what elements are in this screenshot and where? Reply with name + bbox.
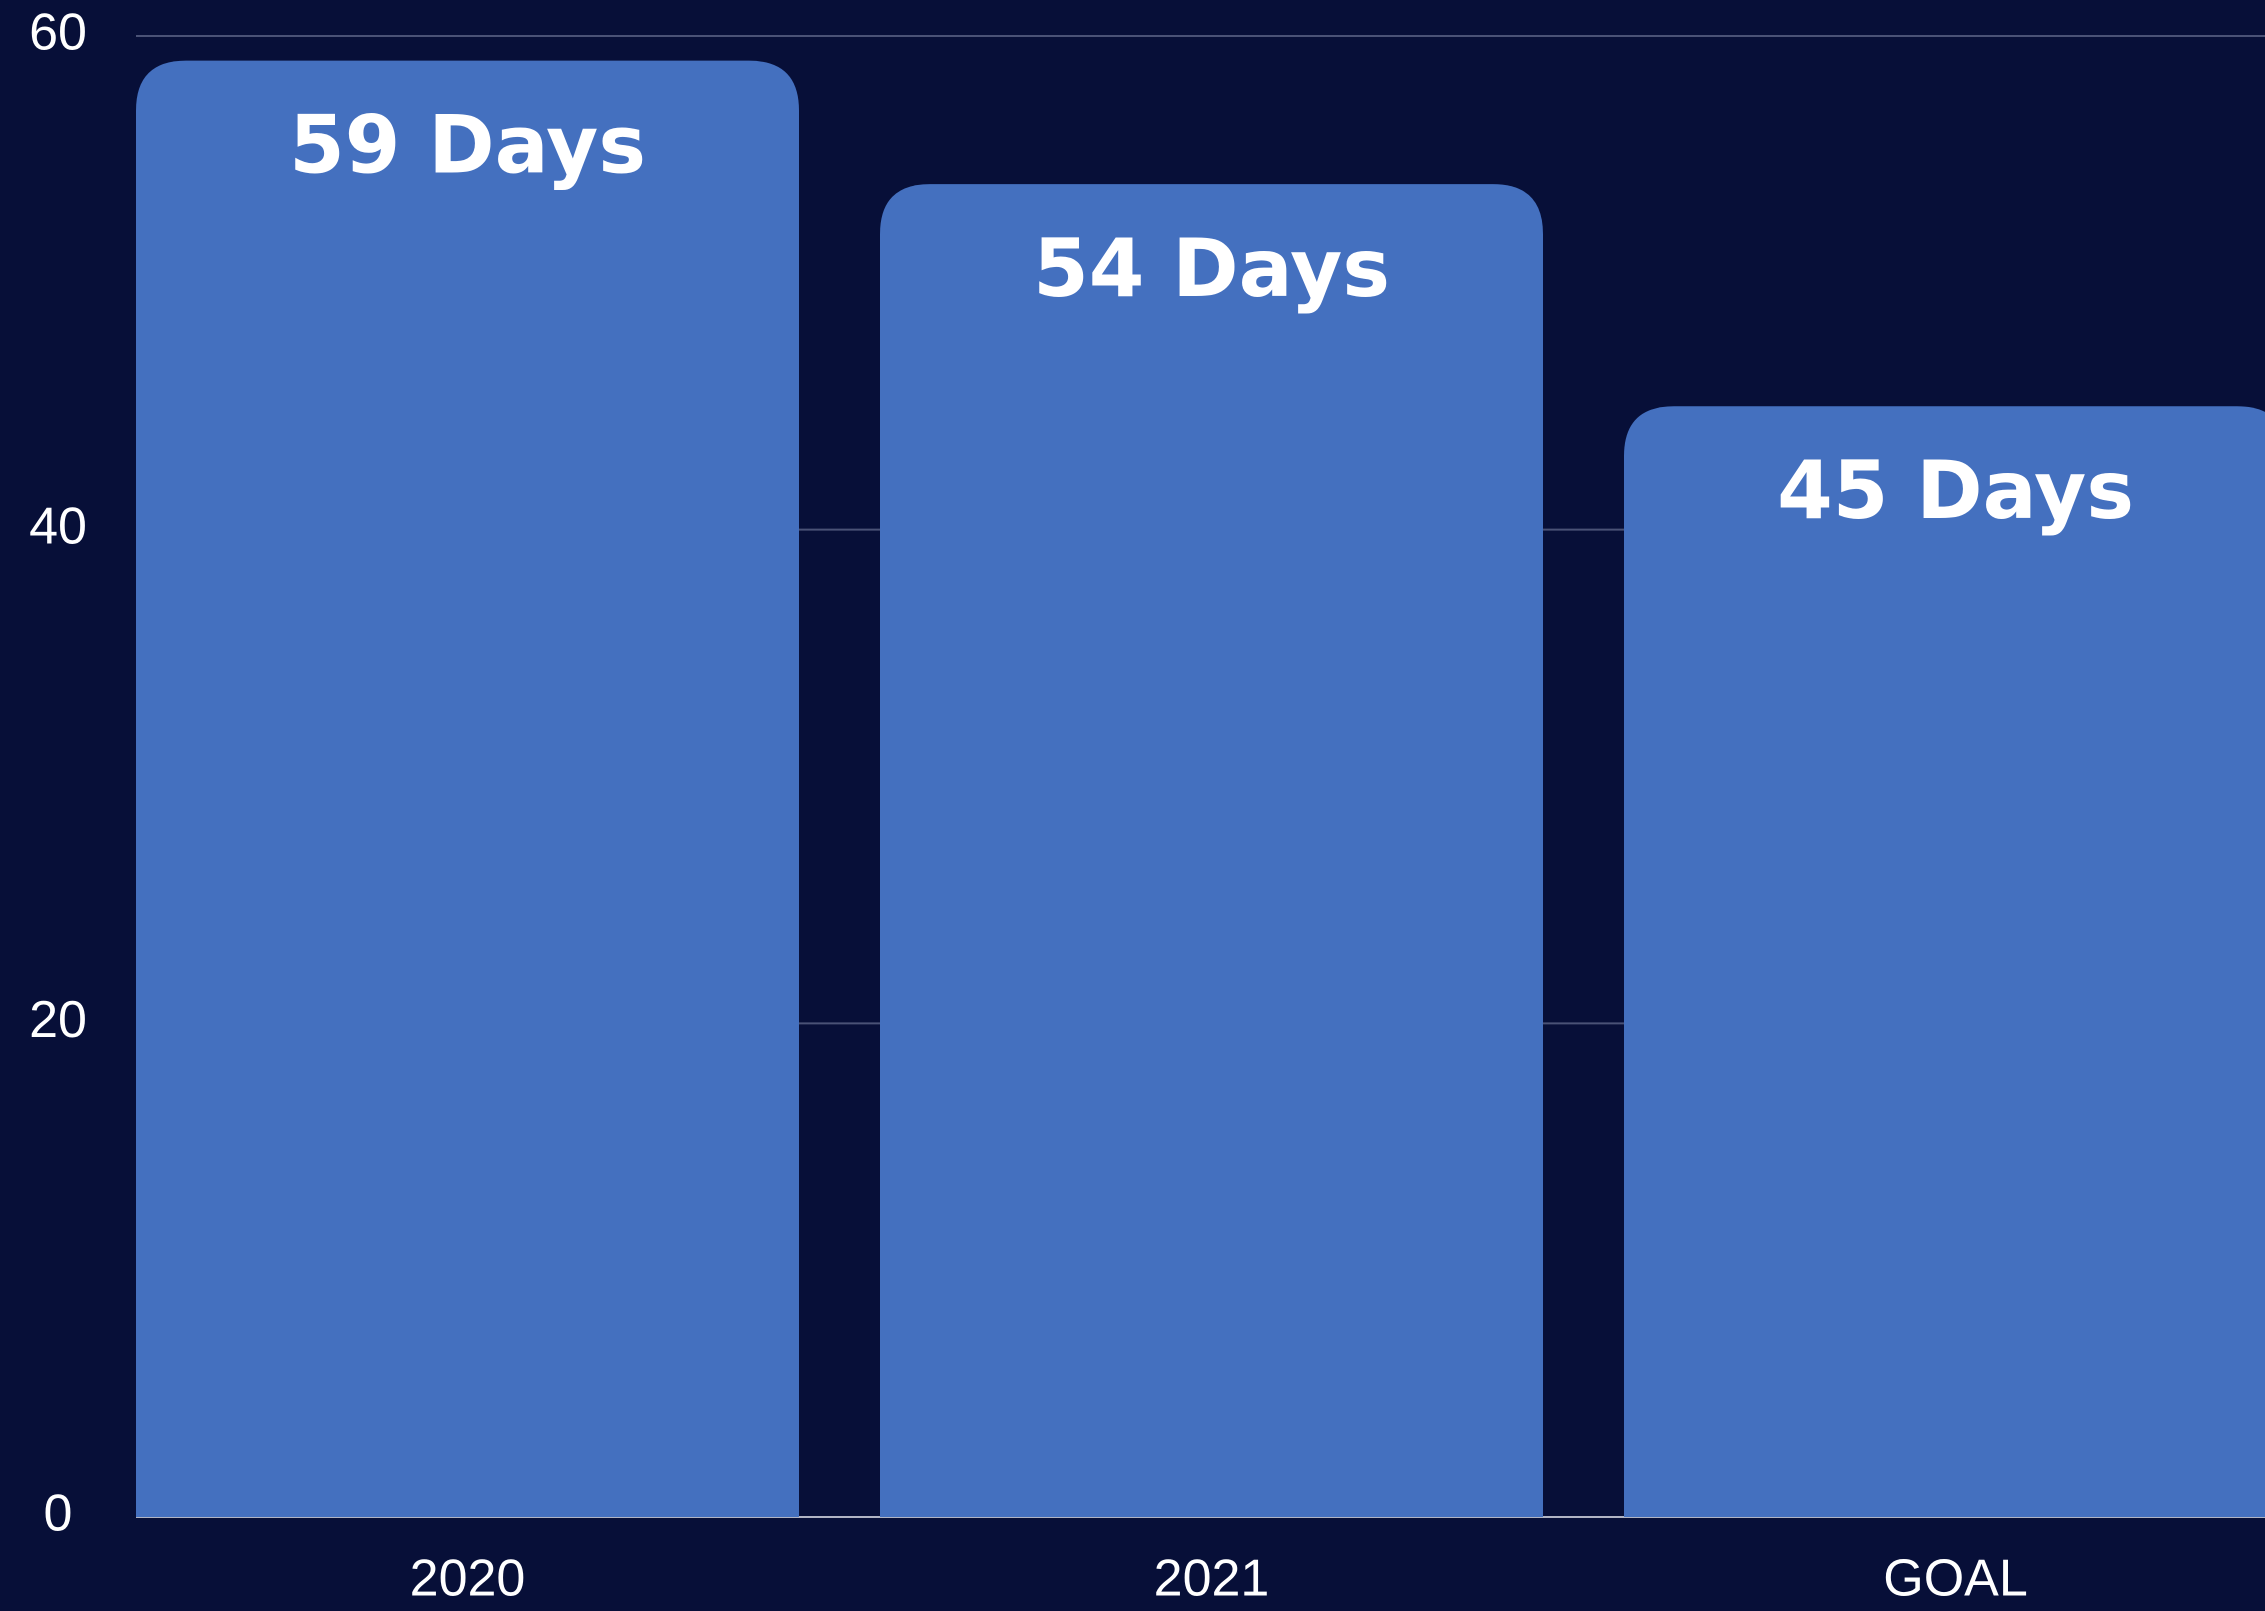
value-label: 59 Days bbox=[289, 99, 646, 192]
bars bbox=[136, 60, 2265, 1518]
y-tick-label: 0 bbox=[44, 1485, 73, 1543]
value-label: 54 Days bbox=[1033, 222, 1390, 315]
labels: 0 20 40 60 2020 59 Days 2021 54 Days GOAL 45 Days bbox=[29, 4, 2134, 1608]
x-tick-label: 2021 bbox=[1154, 1550, 1270, 1608]
y-tick-label: 60 bbox=[29, 4, 87, 62]
x-tick-label: 2020 bbox=[410, 1550, 526, 1608]
bar bbox=[880, 184, 1543, 1518]
y-tick-label: 20 bbox=[29, 991, 87, 1049]
bar bbox=[136, 60, 799, 1517]
bar bbox=[1624, 406, 2265, 1517]
x-tick-label: GOAL bbox=[1883, 1550, 2028, 1608]
value-label: 45 Days bbox=[1777, 444, 2134, 537]
y-tick-label: 40 bbox=[29, 497, 87, 555]
